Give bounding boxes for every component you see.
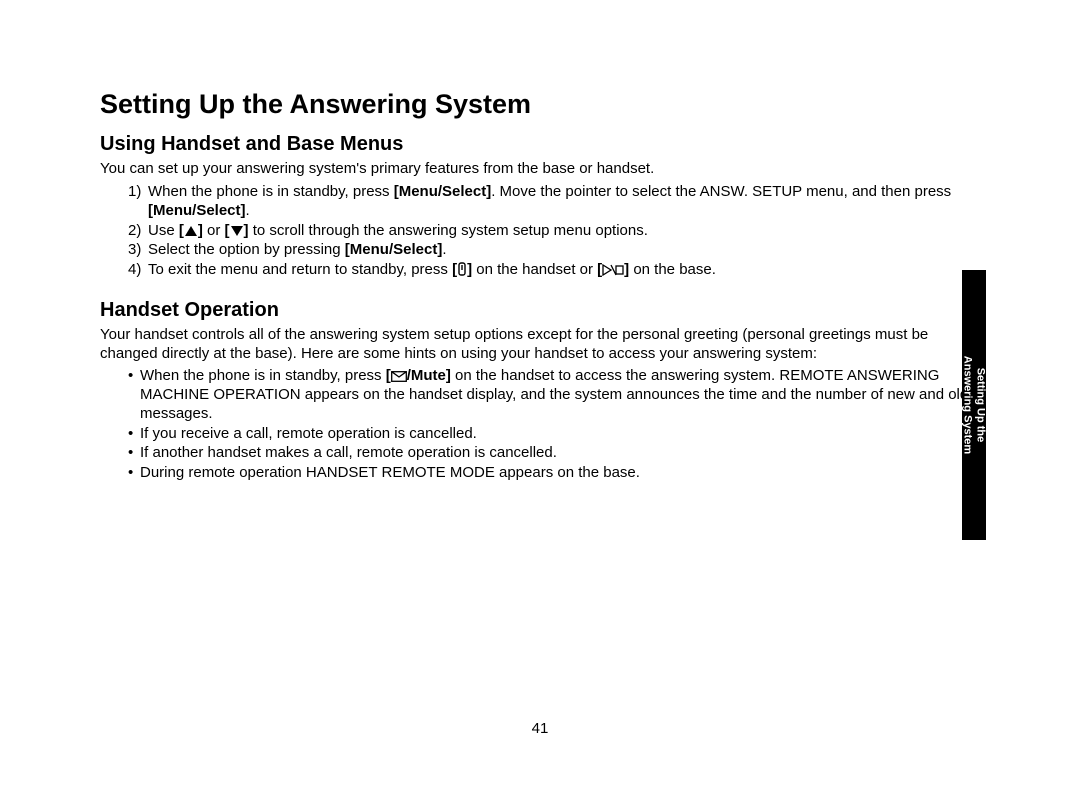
play-stop-icon [602, 264, 624, 276]
bullet-text: If another handset makes a call, remote … [140, 444, 557, 461]
page-title: Setting Up the Answering System [100, 88, 980, 120]
menu-select-label: [Menu/Select] [148, 202, 246, 219]
menu-select-label: [Menu/Select] [394, 183, 492, 200]
step-3: 3) Select the option by pressing [Menu/S… [128, 241, 980, 260]
bullet-4: During remote operation HANDSET REMOTE M… [128, 464, 980, 483]
step-number: 2) [128, 222, 141, 241]
step-number: 3) [128, 241, 141, 260]
step-1: 1) When the phone is in standby, press [… [128, 183, 980, 221]
step-number: 4) [128, 261, 141, 280]
down-arrow-icon [230, 225, 244, 237]
section-heading-menus: Using Handset and Base Menus [100, 132, 980, 156]
step-text: . Move the pointer to select the ANSW. S… [491, 183, 951, 200]
step-text: When the phone is in standby, press [148, 183, 394, 200]
step-text: to scroll through the answering system s… [249, 222, 648, 239]
step-text: Select the option by pressing [148, 241, 345, 258]
step-2: 2) Use [] or [] to scroll through the an… [128, 222, 980, 241]
tab-line2: Answering System [962, 356, 974, 454]
step-text: To exit the menu and return to standby, … [148, 261, 452, 278]
step-text: . [442, 241, 446, 258]
section2-intro: Your handset controls all of the answeri… [100, 326, 980, 364]
bullet-text: If you receive a call, remote operation … [140, 425, 477, 442]
bullet-text: During remote operation HANDSET REMOTE M… [140, 464, 640, 481]
mute-label: /Mute] [407, 367, 451, 384]
end-call-icon [457, 262, 467, 276]
bullets-list: When the phone is in standby, press [/Mu… [100, 367, 980, 483]
step-text: or [203, 222, 225, 239]
section-tab: Setting Up the Answering System [962, 270, 986, 540]
menu-select-label: [Menu/Select] [345, 241, 443, 258]
step-text: Use [148, 222, 179, 239]
step-text: . [246, 202, 250, 219]
tab-line1: Setting Up the [975, 368, 987, 443]
steps-list: 1) When the phone is in standby, press [… [100, 183, 980, 280]
section-heading-handset: Handset Operation [100, 298, 980, 322]
step-text: on the handset or [472, 261, 597, 278]
page-number: 41 [0, 720, 1080, 737]
envelope-icon [391, 371, 407, 382]
step-text: on the base. [629, 261, 716, 278]
manual-page: Setting Up the Answering System Using Ha… [100, 88, 980, 484]
bullet-2: If you receive a call, remote operation … [128, 425, 980, 444]
section1-intro: You can set up your answering system's p… [100, 160, 980, 179]
step-number: 1) [128, 183, 141, 202]
bullet-text: When the phone is in standby, press [140, 367, 386, 384]
up-arrow-icon [184, 225, 198, 237]
step-4: 4) To exit the menu and return to standb… [128, 261, 980, 280]
bullet-1: When the phone is in standby, press [/Mu… [128, 367, 980, 423]
bullet-3: If another handset makes a call, remote … [128, 444, 980, 463]
